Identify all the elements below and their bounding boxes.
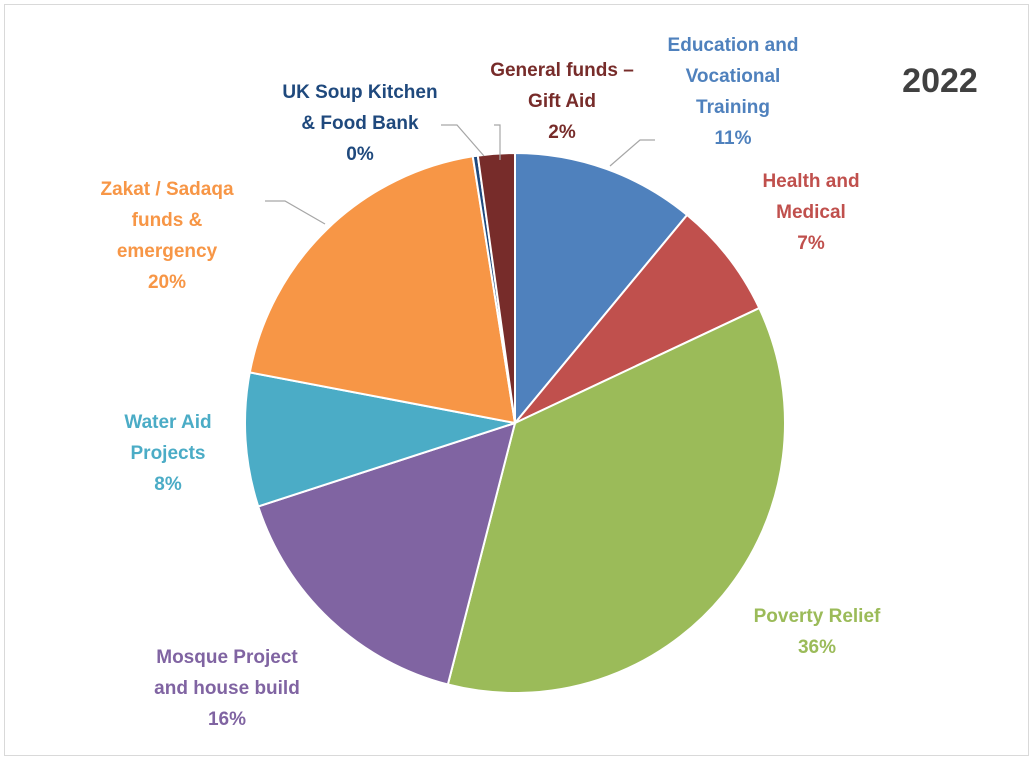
pie-slice — [514, 151, 689, 426]
data-label-text: Health and — [762, 171, 859, 192]
leader-line — [494, 124, 501, 160]
data-label-text: Water Aid — [124, 412, 211, 433]
data-label: UK Soup Kitchen & Food Bank 0% — [282, 82, 437, 165]
leader-line — [441, 124, 485, 157]
data-label-text: Gift Aid — [528, 91, 596, 112]
data-label-text: Zakat / Sadaqa — [100, 179, 233, 200]
pie-slice — [476, 151, 516, 424]
data-labels: Education and Vocational Training 11% Health… — [100, 35, 881, 730]
data-label-text: Education and — [668, 35, 799, 56]
data-label-text: Poverty Relief — [754, 606, 881, 627]
data-label: Poverty Relief 36% — [754, 606, 881, 658]
data-label-text: funds & — [132, 210, 203, 231]
data-label-text: General funds – — [490, 60, 634, 81]
leader-line — [265, 200, 326, 225]
data-label-percent: 36% — [798, 637, 836, 658]
pie-slice — [514, 213, 761, 424]
chart-title: 2022 — [902, 62, 978, 100]
data-label-percent: 8% — [154, 474, 182, 495]
data-label-percent: 2% — [548, 122, 576, 143]
data-label-text: UK Soup Kitchen — [282, 82, 437, 103]
data-label-percent: 20% — [148, 272, 186, 293]
data-label: General funds – Gift Aid 2% — [490, 60, 634, 143]
data-label-text: Vocational — [686, 66, 781, 87]
data-label-text: Medical — [776, 202, 846, 223]
leader-line — [609, 139, 655, 167]
data-label-text: Mosque Project — [156, 647, 298, 668]
data-label: Education and Vocational Training 11% — [668, 35, 799, 149]
pie-slice — [244, 371, 516, 508]
data-label: Health and Medical 7% — [762, 171, 859, 254]
data-label: Water Aid Projects 8% — [124, 412, 211, 495]
data-label: Zakat / Sadaqa funds & emergency 20% — [100, 179, 233, 293]
data-label-text: Projects — [131, 443, 206, 464]
pie-slices — [244, 151, 786, 695]
data-label-text: emergency — [117, 241, 218, 262]
data-label-percent: 7% — [797, 233, 825, 254]
leader-lines — [265, 124, 655, 225]
pie-slice — [248, 155, 517, 425]
data-label: Mosque Project and house build 16% — [154, 647, 300, 730]
data-label-percent: 0% — [346, 144, 374, 165]
data-label-text: Training — [696, 97, 770, 118]
data-label-percent: 16% — [208, 709, 246, 730]
pie-slice — [256, 421, 517, 686]
data-label-text: and house build — [154, 678, 300, 699]
data-label-percent: 11% — [715, 128, 752, 149]
pie-slice — [446, 306, 786, 695]
data-label-text: & Food Bank — [301, 113, 419, 134]
